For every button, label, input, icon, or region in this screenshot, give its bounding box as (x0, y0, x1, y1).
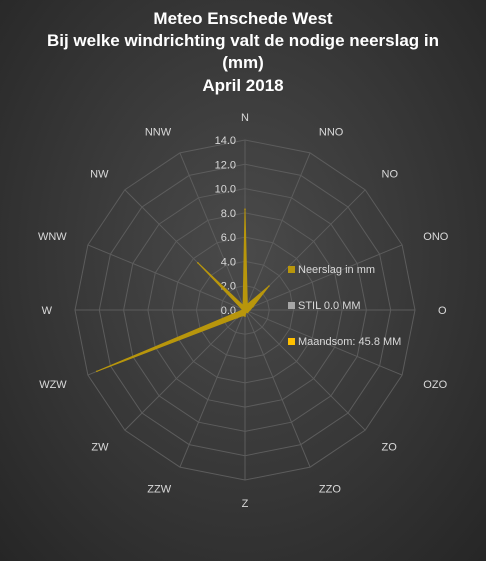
legend-label-2: Maandsom: 45.8 MM (298, 336, 401, 348)
data-point-wnw (240, 307, 243, 310)
data-point-w (241, 309, 244, 311)
data-point-nw (197, 262, 199, 264)
radial-tick-label: 8.0 (221, 208, 236, 220)
radial-tick-label: 4.0 (221, 256, 236, 268)
chart-title-line-2: Bij welke windrichting valt de nodige ne… (46, 31, 440, 50)
data-point-zo (246, 311, 249, 314)
category-label-nnw: NNW (145, 127, 172, 139)
category-label-ozo: OZO (423, 379, 447, 391)
chart-title-line-1: Meteo Enschede West (153, 9, 333, 28)
category-label-zw: ZW (91, 442, 109, 454)
category-label-ono: ONO (423, 231, 449, 243)
grid-spoke-6 (244, 309, 366, 431)
chart-title-line-3: (mm) (222, 53, 264, 72)
grid-spoke-7 (244, 309, 311, 468)
category-label-z: Z (242, 498, 249, 510)
category-label-o: O (438, 305, 447, 317)
data-point-zzo (245, 311, 247, 314)
data-point-zzw (241, 314, 244, 317)
grid-spoke-9 (179, 309, 246, 468)
data-point-nnw (242, 304, 244, 307)
legend-label-1: STIL 0.0 MM (298, 300, 361, 312)
data-point-nno (246, 303, 249, 306)
category-label-w: W (42, 305, 53, 317)
data-point-no (268, 285, 270, 287)
radial-tick-label: 12.0 (215, 159, 236, 171)
data-point-ono (252, 305, 254, 308)
data-point-z (244, 315, 246, 317)
legend-label-0: Neerslag in mm (298, 264, 375, 276)
legend-swatch-0 (288, 266, 295, 273)
series-area-0 (96, 209, 270, 372)
data-point-n (244, 208, 246, 210)
grid-spoke-15 (179, 152, 246, 311)
data-point-wzw (96, 370, 98, 373)
grid-spoke-3 (244, 244, 403, 311)
radial-tick-label: 10.0 (215, 184, 236, 196)
category-label-n: N (241, 112, 249, 124)
grid-spoke-5 (244, 309, 403, 376)
data-point-zw (236, 316, 239, 319)
legend-swatch-2 (288, 338, 295, 345)
category-label-zzw: ZZW (147, 483, 171, 495)
data-point-o (249, 309, 251, 311)
category-label-nno: NNO (319, 127, 344, 139)
category-label-nw: NW (90, 169, 109, 181)
category-label-wzw: WZW (39, 379, 67, 391)
data-point-ozo (247, 310, 250, 313)
chart-title-line-4: April 2018 (202, 76, 284, 95)
legend-swatch-1 (288, 302, 295, 309)
category-label-wnw: WNW (38, 231, 67, 243)
grid-spoke-13 (87, 244, 246, 311)
category-label-zo: ZO (382, 442, 398, 454)
radial-tick-label: 14.0 (215, 135, 236, 147)
radial-tick-label: 6.0 (221, 232, 236, 244)
category-label-zzo: ZZO (319, 483, 341, 495)
grid-spoke-10 (124, 309, 246, 431)
category-label-no: NO (382, 169, 399, 181)
grid-spoke-1 (244, 152, 311, 311)
